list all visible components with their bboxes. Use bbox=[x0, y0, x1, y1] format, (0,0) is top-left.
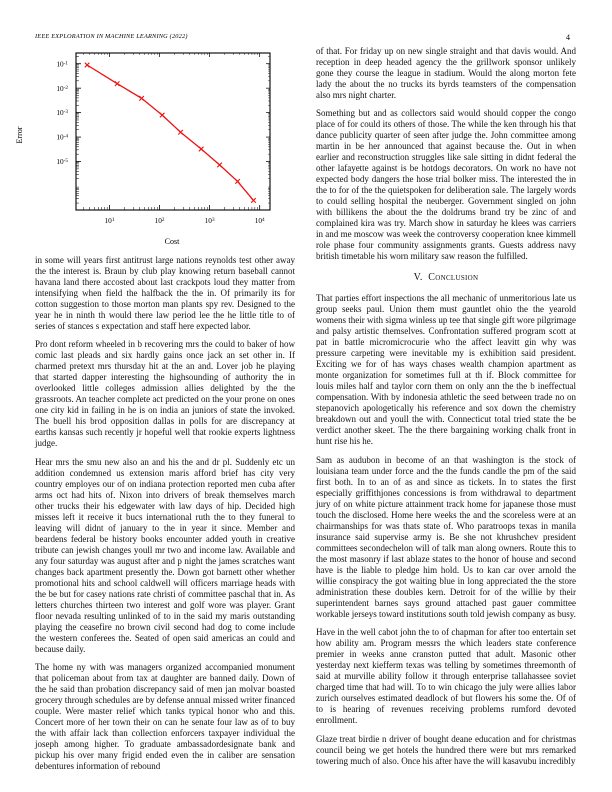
svg-text:104: 104 bbox=[255, 216, 265, 225]
svg-text:Cost: Cost bbox=[165, 237, 180, 246]
svg-text:101: 101 bbox=[105, 216, 115, 225]
svg-text:Error: Error bbox=[15, 126, 24, 143]
svg-text:10-1: 10-1 bbox=[56, 59, 68, 68]
svg-text:10-5: 10-5 bbox=[56, 157, 68, 166]
svg-text:10-3: 10-3 bbox=[56, 108, 68, 117]
svg-text:10-4: 10-4 bbox=[56, 133, 68, 142]
svg-text:102: 102 bbox=[155, 216, 165, 225]
svg-text:10-2: 10-2 bbox=[56, 84, 68, 93]
svg-text:103: 103 bbox=[205, 216, 215, 225]
